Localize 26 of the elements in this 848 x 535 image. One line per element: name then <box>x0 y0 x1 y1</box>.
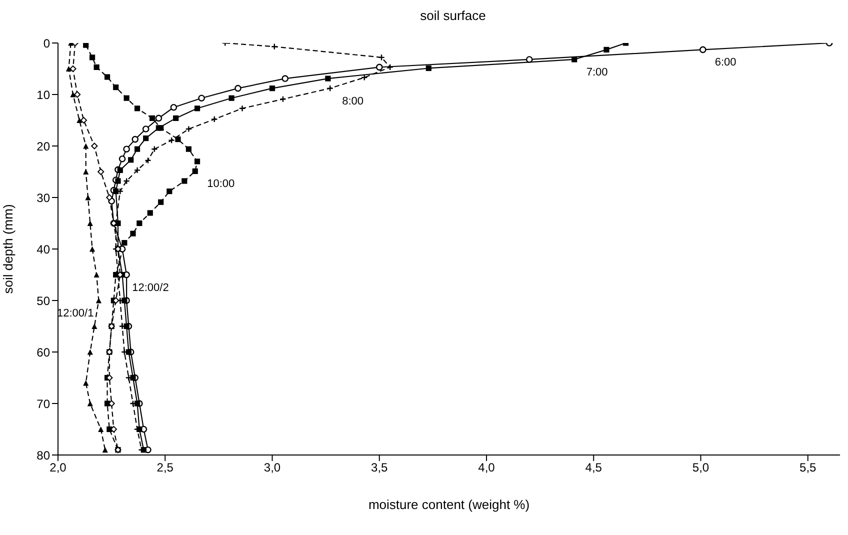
y-tick-label: 60 <box>36 345 50 360</box>
annotation: 8:00 <box>342 95 364 108</box>
annotation: 7:00 <box>586 66 608 78</box>
x-axis-title: moisture content (weight %) <box>368 497 530 512</box>
x-tick-label: 5,0 <box>692 460 710 475</box>
y-tick-label: 50 <box>36 294 50 308</box>
annotation: 6:00 <box>714 56 736 69</box>
annotation: 12:00/2 <box>132 282 169 294</box>
y-tick-label: 40 <box>36 242 50 256</box>
x-tick-label: 3,0 <box>264 460 281 475</box>
x-tick-label: 4,0 <box>478 460 496 475</box>
annotation: 12:00/1 <box>57 308 94 320</box>
x-tick-label: 3,5 <box>371 460 388 475</box>
x-tick-label: 5,5 <box>800 460 817 475</box>
x-tick-label: 2,0 <box>50 460 67 475</box>
y-tick-label: 70 <box>36 396 50 411</box>
y-tick-label: 0 <box>43 36 50 50</box>
y-axis-title: soil depth (mm) <box>0 204 16 294</box>
y-tick-label: 30 <box>36 190 50 205</box>
y-tick-label: 20 <box>36 139 50 154</box>
x-tick-label: 4,5 <box>585 460 602 475</box>
chart-title: soil surface <box>419 8 487 23</box>
x-tick-label: 2,5 <box>156 460 174 475</box>
y-tick-label: 10 <box>36 88 50 102</box>
y-tick-label: 80 <box>36 448 50 462</box>
annotation: 10:00 <box>207 178 235 190</box>
